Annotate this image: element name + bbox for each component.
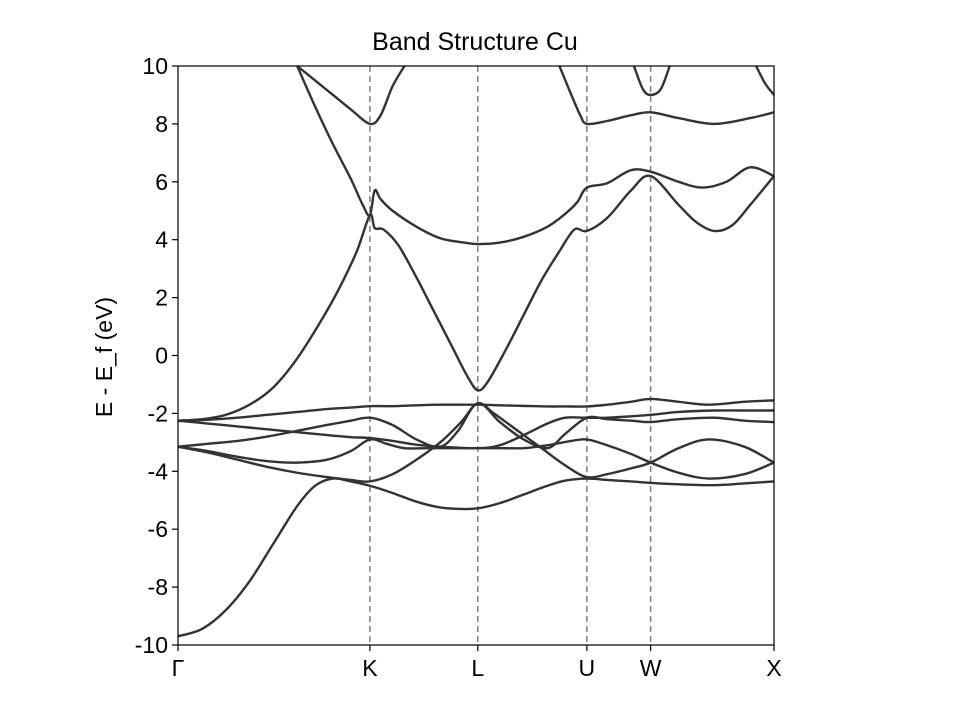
- y-tick-label-4: -2: [148, 400, 168, 426]
- y-tick-label-10: 10: [142, 53, 168, 79]
- band-line-12: [755, 65, 775, 96]
- plot-frame: [177, 65, 775, 646]
- x-tick-label-3: U: [579, 655, 596, 681]
- y-tick-label-0: -10: [135, 632, 168, 658]
- y-tick-label-9: 8: [155, 111, 168, 137]
- band-line-10: [558, 65, 775, 126]
- x-tick-label-0: Γ: [172, 655, 185, 681]
- band-line-7: [177, 174, 775, 422]
- band-line-8: [296, 65, 775, 246]
- y-tick-label-1: -8: [148, 574, 168, 600]
- y-tick-label-7: 4: [155, 227, 168, 253]
- band-line-6: [177, 397, 775, 422]
- y-tick-label-2: -6: [148, 516, 168, 542]
- chart-title: Band Structure Cu: [372, 28, 578, 56]
- band-line-9: [296, 65, 406, 126]
- band-lines: [177, 65, 775, 638]
- x-tick-label-1: K: [362, 655, 378, 681]
- y-tick-label-6: 2: [155, 285, 168, 311]
- x-tick-label-2: L: [471, 655, 484, 681]
- x-tick-label-4: W: [640, 655, 662, 681]
- band-line-4: [177, 402, 775, 450]
- band-line-5: [177, 409, 774, 450]
- y-tick-label-3: -4: [148, 458, 169, 484]
- band-line-1: [177, 477, 775, 638]
- high-symmetry-lines: [369, 66, 652, 645]
- band-line-11: [632, 65, 671, 97]
- y-tick-label-8: 6: [155, 169, 168, 195]
- y-tick-label-5: 0: [155, 343, 168, 369]
- y-ticks: -10 -8 -6 -4 -2 0 2 4 6 8 10: [135, 53, 178, 658]
- y-axis-label: E - E_f (eV): [91, 297, 117, 417]
- x-tick-label-5: X: [766, 655, 781, 681]
